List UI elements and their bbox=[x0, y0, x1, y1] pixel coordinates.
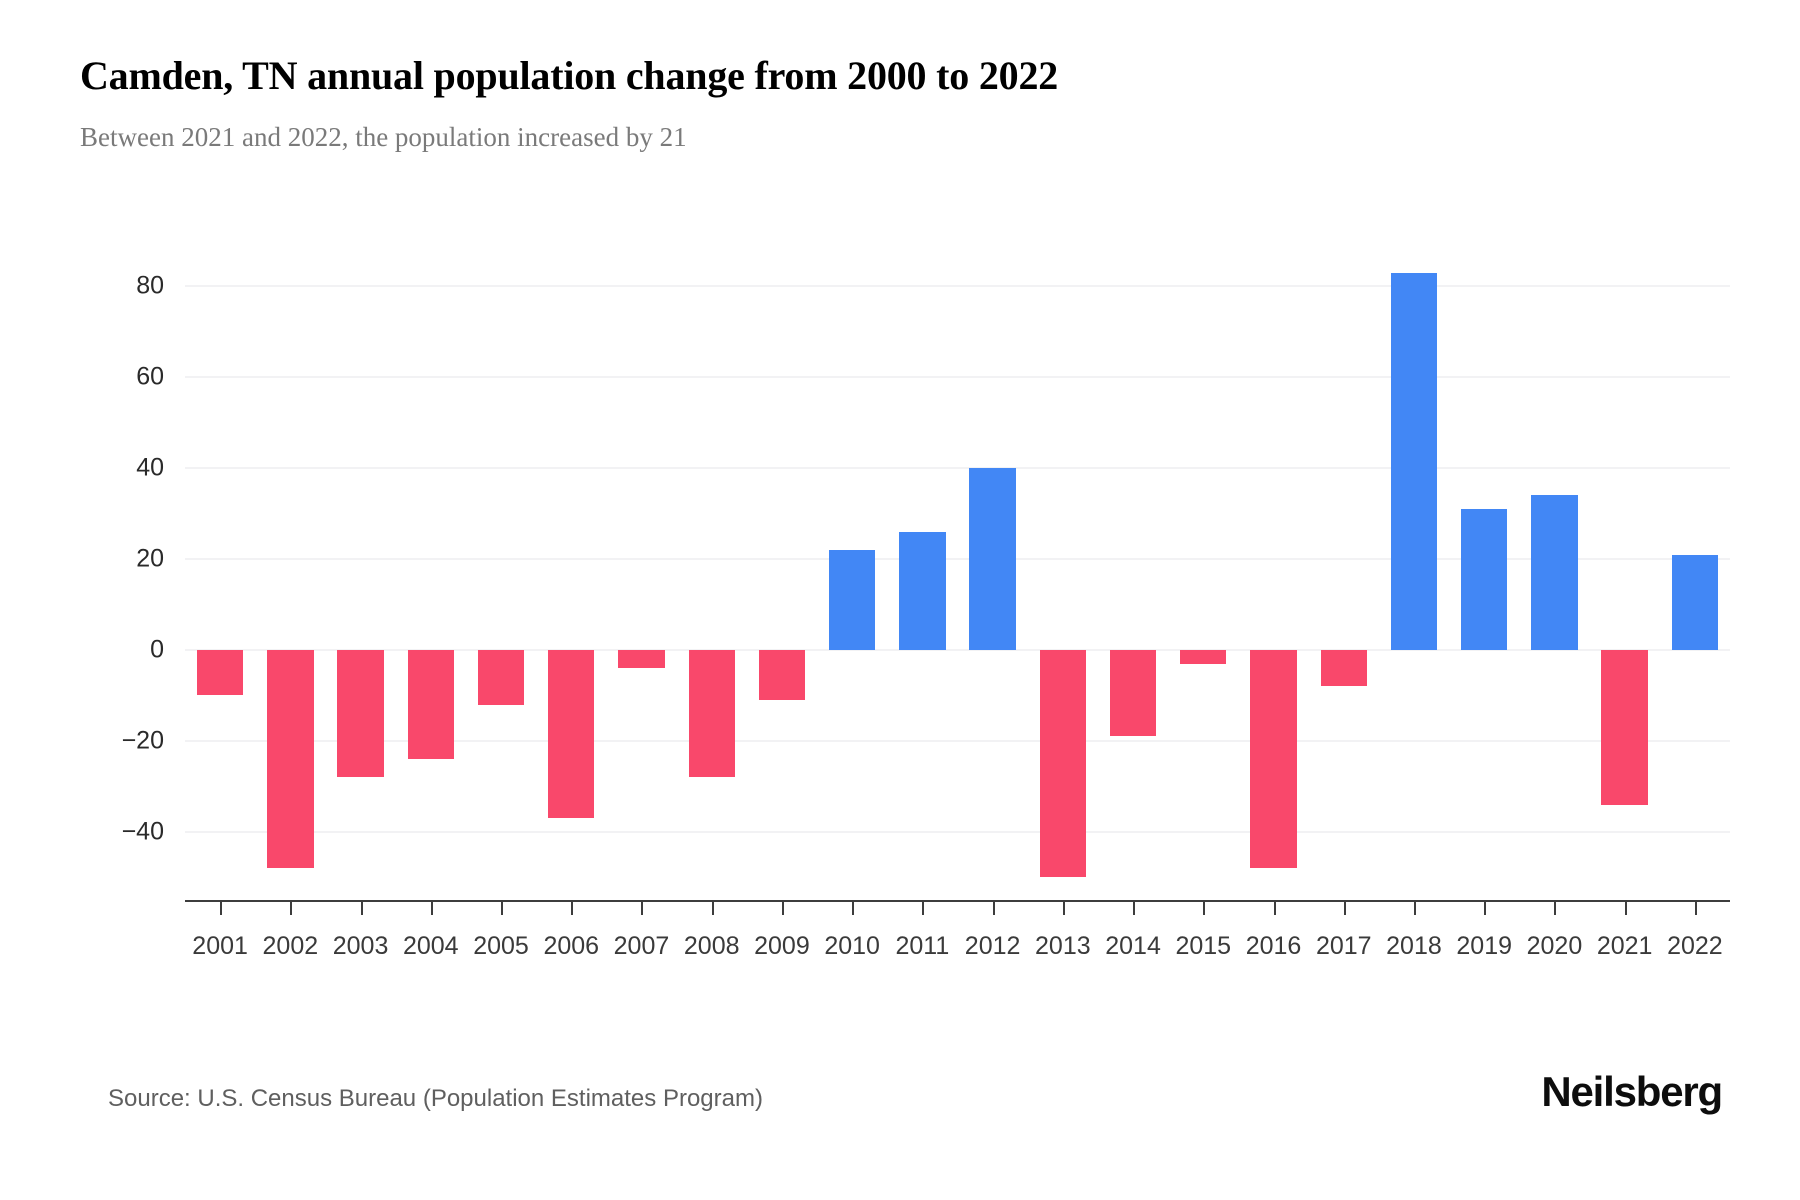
y-axis-tick-label: 0 bbox=[150, 635, 164, 664]
x-axis-tick bbox=[781, 900, 784, 915]
x-axis-tick bbox=[571, 900, 574, 915]
page-title: Camden, TN annual population change from… bbox=[80, 53, 1059, 98]
gridline bbox=[185, 376, 1730, 379]
gridline bbox=[185, 739, 1730, 742]
x-axis-tick bbox=[1343, 900, 1346, 915]
bar-2022[interactable] bbox=[1671, 554, 1719, 650]
x-axis-tick-label-2014: 2014 bbox=[1105, 932, 1161, 960]
x-axis-tick-label-2008: 2008 bbox=[683, 932, 740, 960]
x-axis-tick-label-2003: 2003 bbox=[332, 932, 389, 960]
gridline bbox=[185, 467, 1730, 470]
bar-2014[interactable] bbox=[1109, 650, 1157, 737]
x-axis-tick-label-2005: 2005 bbox=[473, 932, 529, 960]
x-axis-tick bbox=[1413, 900, 1416, 915]
y-axis-tick-label: 60 bbox=[136, 362, 164, 391]
x-axis-tick bbox=[922, 900, 925, 915]
bar-2006[interactable] bbox=[548, 650, 595, 819]
x-axis-tick-label-2020: 2020 bbox=[1526, 932, 1583, 960]
x-axis-tick-label-2010: 2010 bbox=[824, 932, 880, 960]
bar-2018[interactable] bbox=[1390, 272, 1438, 650]
bar-2002[interactable] bbox=[267, 650, 314, 869]
x-axis-tick-label-2013: 2013 bbox=[1035, 932, 1091, 960]
y-axis-tick-label: −20 bbox=[121, 726, 164, 755]
x-axis-tick bbox=[501, 900, 504, 915]
bar-2012[interactable] bbox=[969, 468, 1016, 650]
x-axis-tick bbox=[290, 900, 293, 915]
x-axis-tick bbox=[1484, 900, 1487, 915]
bar-2009[interactable] bbox=[758, 650, 806, 700]
y-axis-tick-label: 20 bbox=[136, 544, 164, 573]
bar-2003[interactable] bbox=[337, 650, 384, 778]
x-axis-tick-label-2021: 2021 bbox=[1596, 932, 1653, 960]
bar-2020[interactable] bbox=[1531, 495, 1578, 650]
bar-2007[interactable] bbox=[618, 650, 665, 669]
x-axis-tick bbox=[852, 900, 855, 915]
x-axis-tick-label-2006: 2006 bbox=[543, 932, 600, 960]
gridline bbox=[185, 558, 1730, 561]
x-axis-tick-label-2016: 2016 bbox=[1245, 932, 1302, 960]
x-axis-tick bbox=[1133, 900, 1136, 915]
x-axis-line bbox=[185, 900, 1730, 902]
x-axis-tick-label-2015: 2015 bbox=[1175, 932, 1232, 960]
x-axis-tick bbox=[992, 900, 995, 915]
y-axis-tick-label: 80 bbox=[136, 271, 164, 300]
x-axis-tick-label-2004: 2004 bbox=[402, 932, 459, 960]
gridline bbox=[185, 649, 1730, 651]
x-axis-tick bbox=[430, 900, 433, 915]
bar-2001[interactable] bbox=[196, 650, 244, 696]
bar-2005[interactable] bbox=[477, 650, 525, 705]
y-axis-tick-label: −40 bbox=[121, 817, 164, 846]
x-axis-tick bbox=[1203, 900, 1206, 915]
x-axis-tick-label-2011: 2011 bbox=[895, 932, 950, 960]
x-axis-tick bbox=[641, 900, 644, 915]
x-axis-tick bbox=[1694, 900, 1697, 915]
bar-2010[interactable] bbox=[828, 550, 876, 650]
bar-2013[interactable] bbox=[1039, 650, 1086, 878]
x-axis-tick-label-2001: 2001 bbox=[192, 932, 248, 960]
x-axis-tick-label-2012: 2012 bbox=[964, 932, 1021, 960]
gridline bbox=[185, 830, 1730, 833]
x-axis-tick bbox=[1624, 900, 1627, 915]
bar-2008[interactable] bbox=[688, 650, 735, 778]
page-subtitle: Between 2021 and 2022, the population in… bbox=[80, 122, 687, 152]
source-note: Source: U.S. Census Bureau (Population E… bbox=[108, 1085, 763, 1112]
x-axis-tick-label-2002: 2002 bbox=[262, 932, 319, 960]
bar-2004[interactable] bbox=[407, 650, 454, 760]
x-axis-tick bbox=[360, 900, 363, 915]
x-axis-tick-label-2018: 2018 bbox=[1386, 932, 1442, 960]
x-axis-tick bbox=[220, 900, 223, 915]
x-axis-tick-label-2019: 2019 bbox=[1456, 932, 1513, 960]
x-axis-tick bbox=[1062, 900, 1065, 915]
x-axis-tick-label-2022: 2022 bbox=[1667, 932, 1723, 960]
x-axis-tick bbox=[1273, 900, 1276, 915]
brand-logo: Neilsberg bbox=[1541, 1068, 1723, 1115]
bar-2019[interactable] bbox=[1461, 509, 1508, 650]
x-axis-tick bbox=[711, 900, 714, 915]
bar-2021[interactable] bbox=[1601, 650, 1648, 805]
gridline bbox=[185, 285, 1730, 288]
bar-2015[interactable] bbox=[1180, 650, 1227, 664]
bar-2011[interactable] bbox=[899, 531, 946, 650]
bar-2016[interactable] bbox=[1250, 650, 1297, 869]
y-axis-tick-label: 40 bbox=[136, 453, 164, 482]
x-axis-tick bbox=[1554, 900, 1557, 915]
plot-area: 80 60 40 20 0 −20 −40 bbox=[122, 250, 1730, 900]
x-axis-tick-label-2007: 2007 bbox=[613, 932, 670, 960]
x-axis-tick-label-2017: 2017 bbox=[1315, 932, 1372, 960]
bar-2017[interactable] bbox=[1320, 650, 1367, 687]
x-axis-tick-label-2009: 2009 bbox=[754, 932, 810, 960]
